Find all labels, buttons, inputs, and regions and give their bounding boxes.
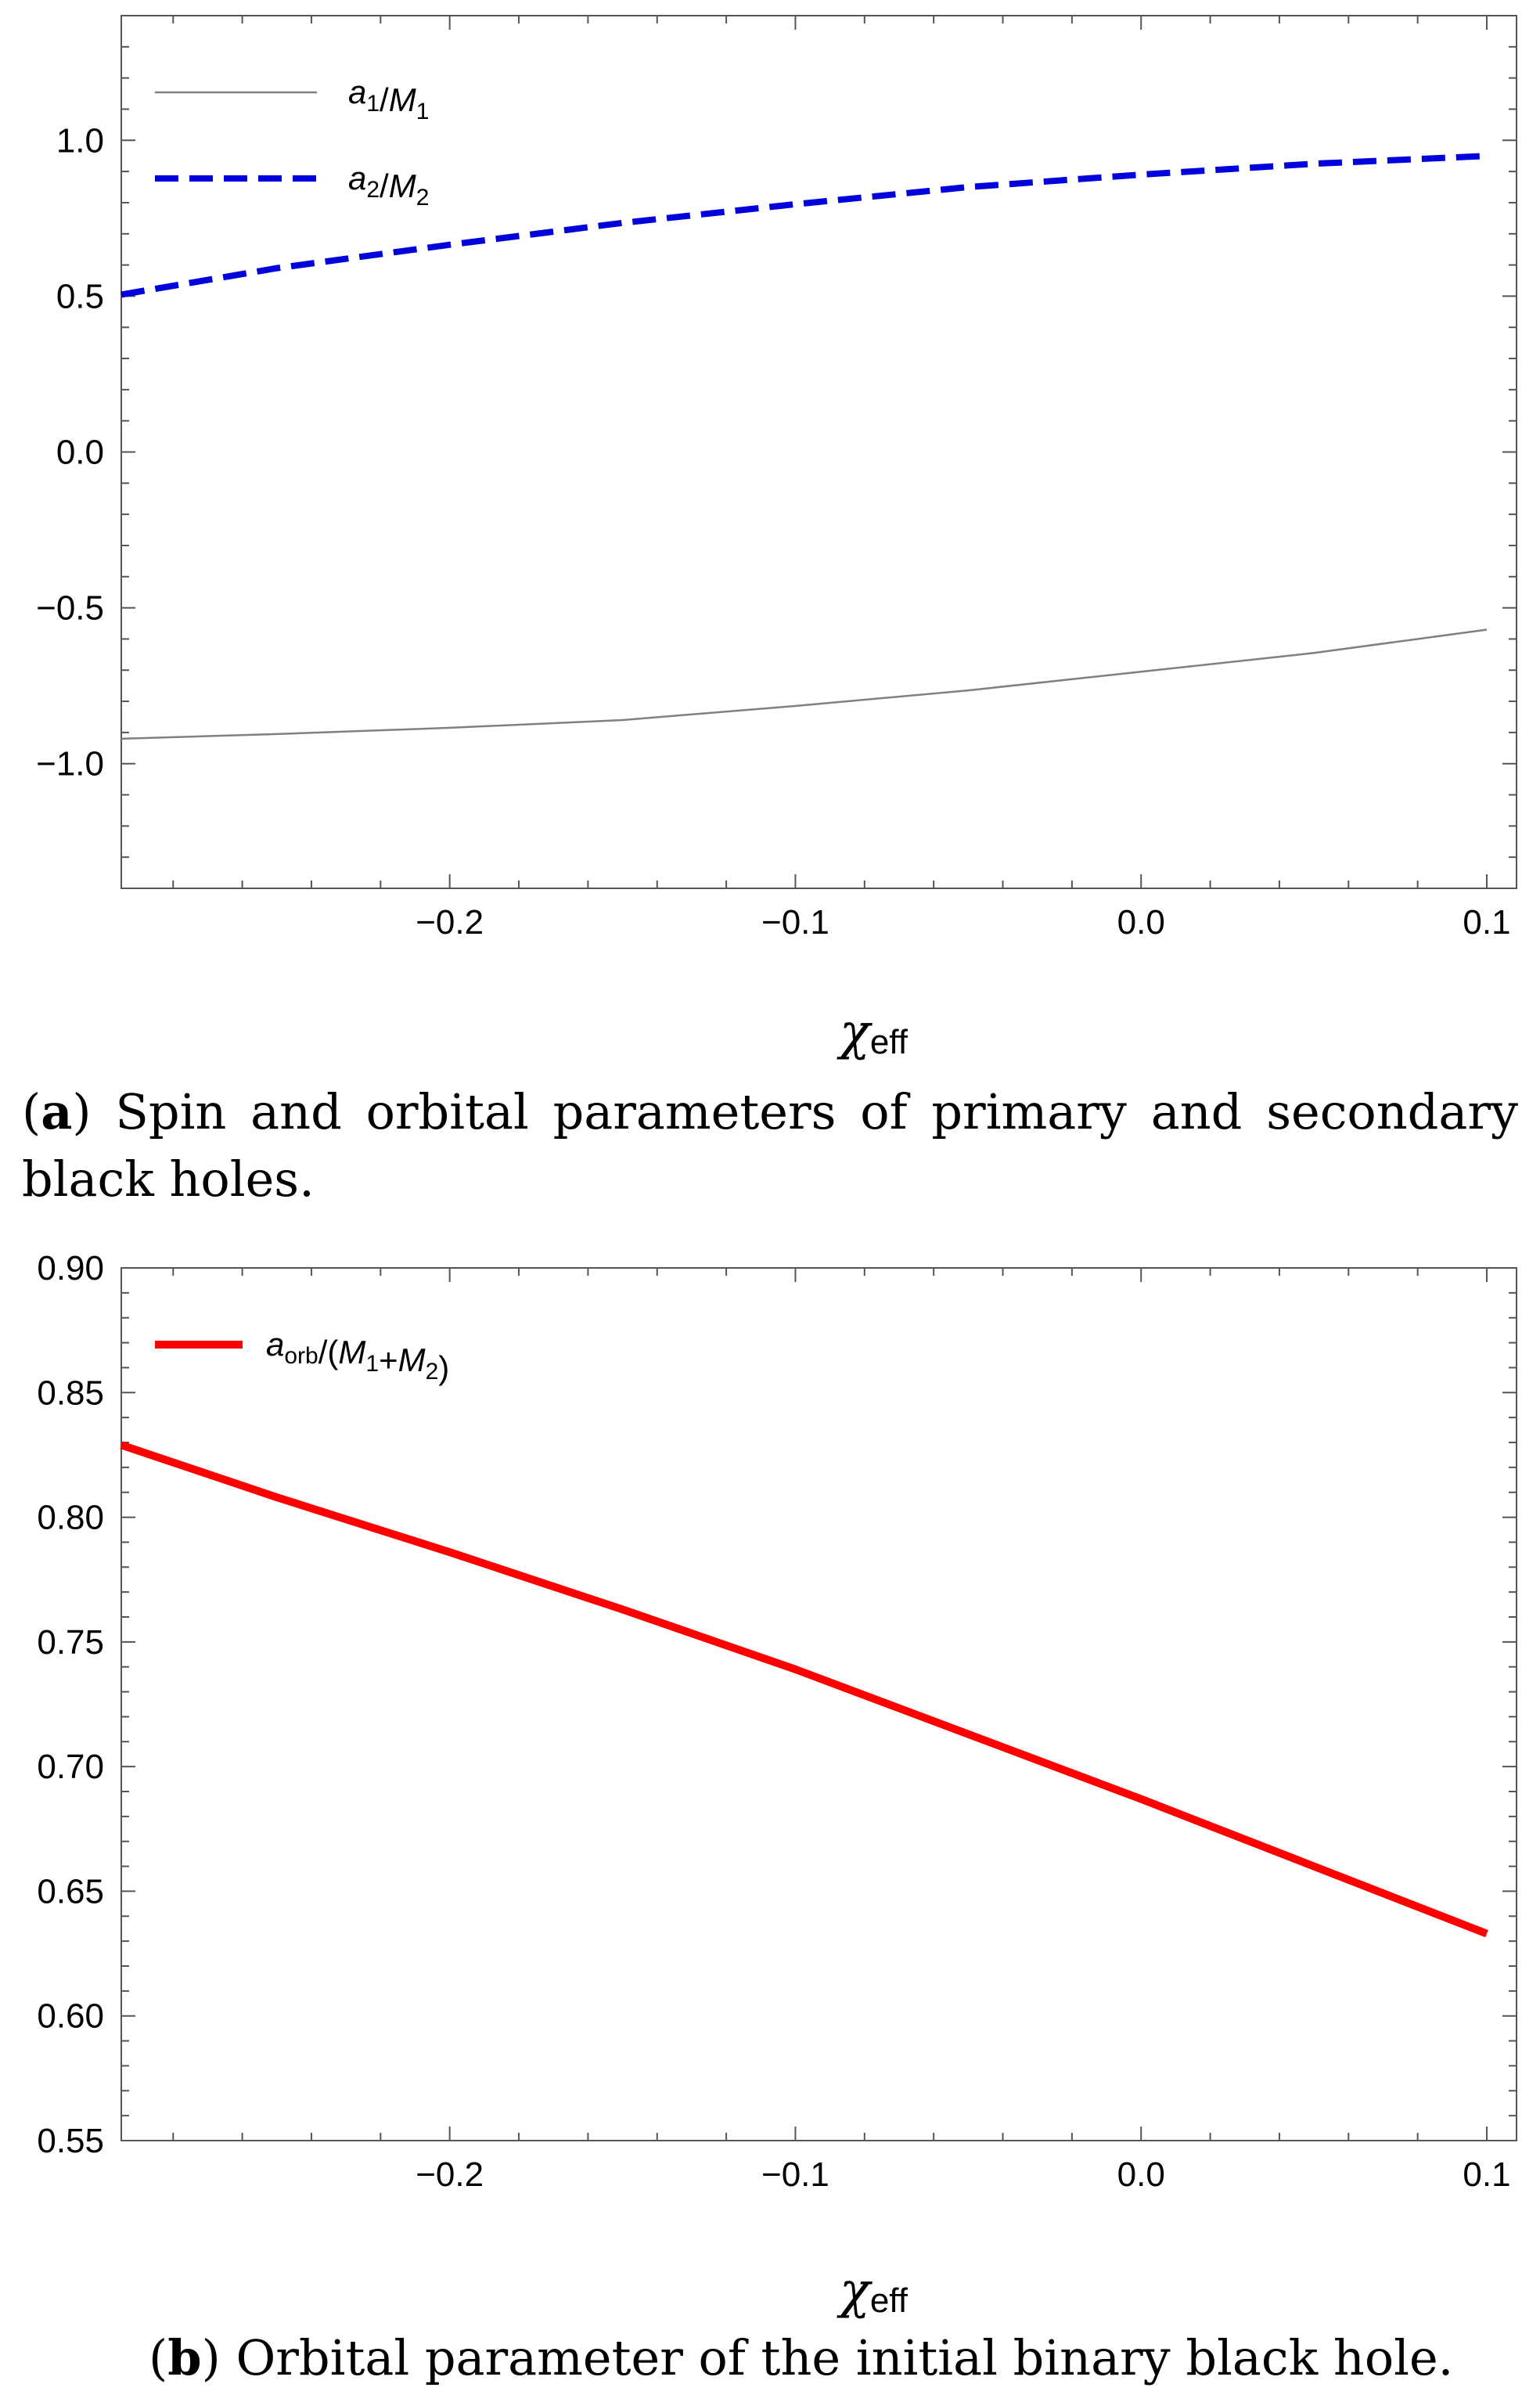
x-tick-label: −0.1 — [761, 2155, 829, 2194]
legend-label: a2/M2 — [348, 160, 429, 211]
caption-b-label: b — [167, 2329, 202, 2386]
y-tick-label: 0.85 — [37, 1374, 104, 1412]
x-tick-label: 0.1 — [1463, 2155, 1510, 2194]
x-tick-label: −0.2 — [416, 2155, 484, 2194]
caption-b-text: Orbital parameter of the initial binary … — [236, 2329, 1454, 2386]
x-tick-label: 0.0 — [1117, 2155, 1165, 2194]
plot-frame — [121, 15, 1517, 889]
y-tick-label: 1.0 — [56, 121, 104, 160]
x-tick-label: −0.2 — [416, 903, 484, 942]
caption-a-text: Spin and orbital parameters of primary a… — [22, 1083, 1518, 1208]
x-tick-label: −0.1 — [761, 903, 829, 942]
y-tick-label: 0.75 — [37, 1623, 104, 1662]
x-axis-label: χeff — [837, 1003, 909, 1061]
y-tick-label: 0.80 — [37, 1499, 104, 1537]
x-axis-label: χeff — [837, 2262, 909, 2320]
caption-a-label: a — [41, 1083, 73, 1140]
y-tick-label: 0.55 — [37, 2122, 104, 2160]
x-tick-label: 0.1 — [1463, 903, 1510, 942]
panel-a-chart: −0.2 −0.1 0.0 0.1 −1.0 −0.5 0.0 0.5 1.0 a1/M1 a2/M… — [36, 15, 1517, 1061]
y-tick-label: −1.0 — [36, 745, 104, 783]
plot-frame — [121, 1267, 1517, 2141]
x-tick-label: 0.0 — [1117, 903, 1165, 942]
legend-label: aorb/(M1+M2) — [266, 1326, 449, 1386]
series-line — [120, 1441, 1488, 1938]
y-tick-label: 0.90 — [37, 1249, 104, 1287]
y-tick-label: 0.65 — [37, 1872, 104, 1910]
series-line — [121, 153, 1488, 298]
panel-b-chart: −0.2 −0.1 0.0 0.1 0.55 0.60 0.65 0.70 0.75 0.80 0.… — [37, 1249, 1517, 2320]
y-tick-label: 0.60 — [37, 1997, 104, 2036]
caption-a: (a) Spin and orbital parameters of prima… — [22, 1083, 1518, 1208]
caption-b: (b) Orbital parameter of the initial bin… — [149, 2329, 1454, 2386]
y-tick-label: 0.70 — [37, 1748, 104, 1786]
legend-label: a1/M1 — [348, 74, 429, 124]
y-tick-label: 0.0 — [56, 434, 104, 472]
series-line — [121, 628, 1488, 740]
y-tick-label: −0.5 — [36, 589, 104, 628]
y-tick-label: 0.5 — [56, 277, 104, 315]
